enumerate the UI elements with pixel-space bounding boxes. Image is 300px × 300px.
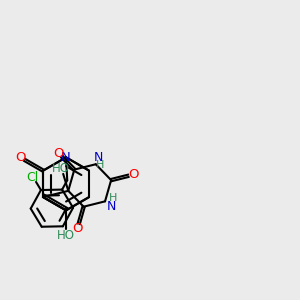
Text: N: N (106, 200, 116, 213)
Text: HO: HO (57, 229, 75, 242)
Text: O: O (53, 147, 64, 160)
Text: H: H (95, 160, 104, 170)
Text: N: N (61, 151, 71, 164)
Text: H: H (109, 194, 117, 203)
Text: O: O (15, 151, 26, 164)
Text: O: O (72, 222, 83, 235)
Text: HO: HO (52, 162, 70, 175)
Text: O: O (128, 168, 139, 181)
Text: N: N (94, 151, 103, 164)
Text: Cl: Cl (27, 171, 39, 184)
